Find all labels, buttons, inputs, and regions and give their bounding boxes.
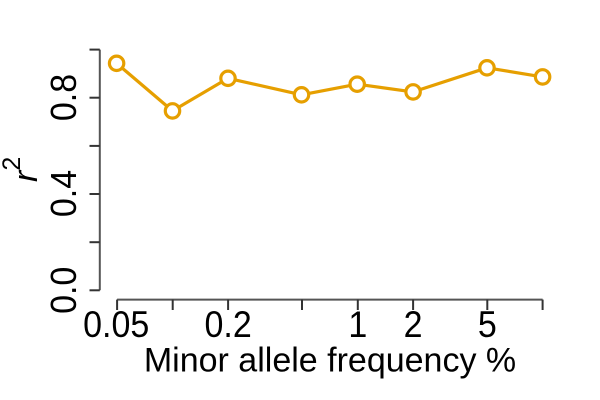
svg-text:0.4: 0.4 — [44, 170, 84, 217]
svg-text:5: 5 — [478, 305, 497, 345]
svg-text:Minor allele frequency %: Minor allele frequency % — [144, 342, 516, 380]
svg-text:1: 1 — [348, 305, 367, 345]
svg-text:r2: r2 — [0, 157, 45, 182]
svg-text:0.0: 0.0 — [44, 267, 84, 314]
svg-text:0.2: 0.2 — [204, 305, 251, 345]
svg-text:0.05: 0.05 — [83, 305, 149, 345]
svg-text:0.8: 0.8 — [44, 74, 84, 121]
svg-text:2: 2 — [404, 305, 423, 345]
